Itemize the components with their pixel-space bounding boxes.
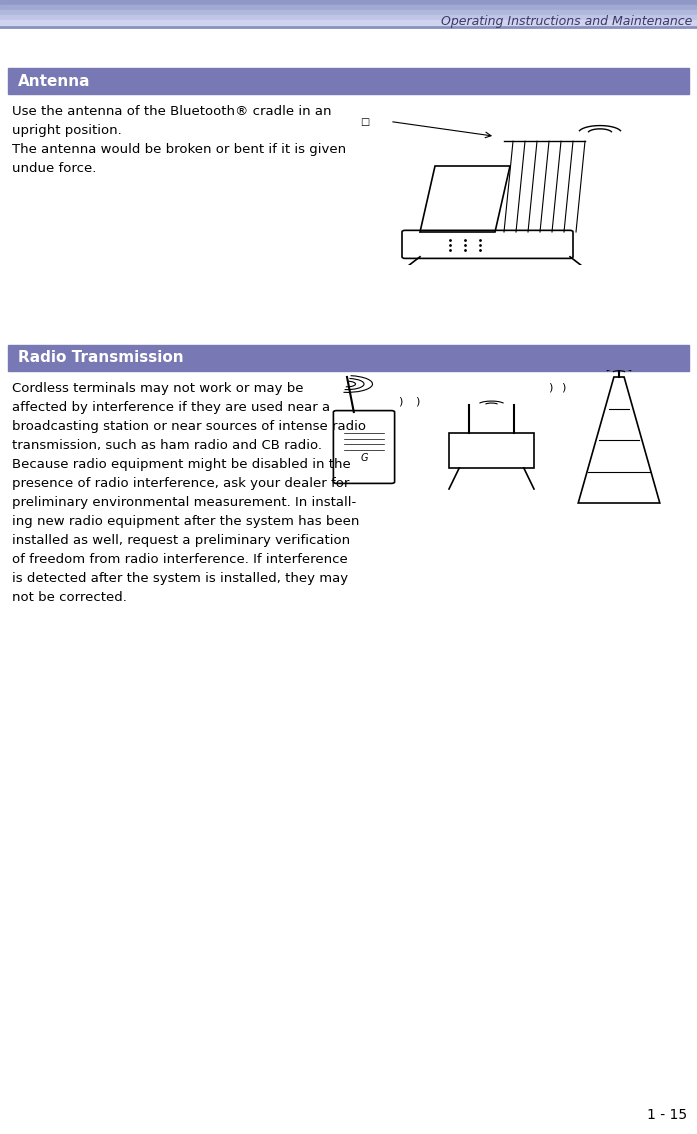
Bar xyxy=(0,5,697,10)
Bar xyxy=(0,10,697,15)
Bar xyxy=(8,345,689,371)
Bar xyxy=(8,68,689,94)
Bar xyxy=(0,20,697,25)
Text: Radio Transmission: Radio Transmission xyxy=(18,350,183,365)
Bar xyxy=(0,0,697,5)
Text: Antenna: Antenna xyxy=(18,74,91,88)
Text: Cordless terminals may not work or may be
affected by interference if they are u: Cordless terminals may not work or may b… xyxy=(12,382,366,604)
Text: 1 - 15: 1 - 15 xyxy=(647,1108,687,1122)
Bar xyxy=(0,15,697,20)
Text: Use the antenna of the Bluetooth® cradle in an
upright position.
The antenna wou: Use the antenna of the Bluetooth® cradle… xyxy=(12,105,346,175)
Text: Operating Instructions and Maintenance: Operating Instructions and Maintenance xyxy=(441,16,692,28)
